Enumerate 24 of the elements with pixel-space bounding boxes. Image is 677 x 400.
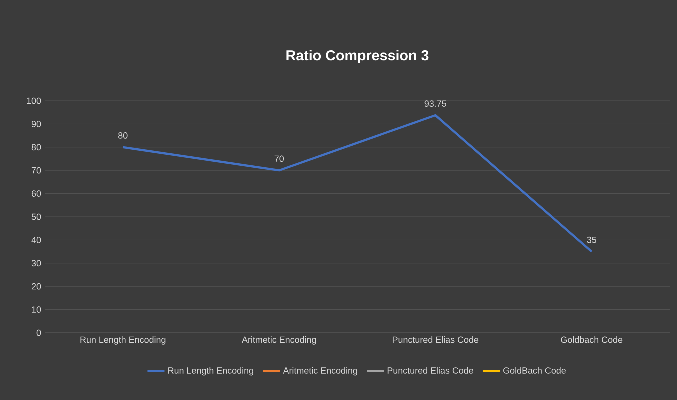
data-label: 35 bbox=[587, 236, 596, 244]
y-tick-label: 50 bbox=[32, 214, 42, 220]
y-tick-label: 90 bbox=[32, 121, 42, 128]
legend-label: Run Length Encoding bbox=[168, 367, 254, 376]
chart-title: Ratio Compression 3 bbox=[286, 50, 429, 64]
data-label: 93.75 bbox=[424, 100, 446, 107]
y-tick-label: 60 bbox=[32, 190, 42, 197]
data-label: 80 bbox=[118, 132, 128, 139]
legend-label: Aritmetic Encoding bbox=[283, 367, 358, 376]
y-tick-label: 100 bbox=[27, 98, 42, 104]
y-tick-label: 70 bbox=[32, 167, 42, 174]
x-tick-label: Goldbach Code bbox=[561, 336, 623, 344]
y-tick-label: 80 bbox=[32, 144, 42, 151]
x-tick-label: Run Length Encoding bbox=[80, 336, 166, 345]
x-tick-label: Punctured Elias Code bbox=[393, 336, 479, 344]
y-tick-label: 10 bbox=[32, 306, 42, 313]
y-tick-label: 30 bbox=[32, 260, 42, 267]
data-label: 70 bbox=[274, 156, 284, 162]
x-tick-label: Aritmetic Encoding bbox=[242, 336, 316, 345]
legend-label: GoldBach Code bbox=[504, 367, 566, 374]
legend-label: Punctured Elias Code bbox=[388, 367, 474, 374]
y-tick-label: 20 bbox=[32, 283, 42, 290]
y-tick-label: 0 bbox=[36, 330, 42, 336]
y-tick-label: 40 bbox=[32, 237, 42, 244]
